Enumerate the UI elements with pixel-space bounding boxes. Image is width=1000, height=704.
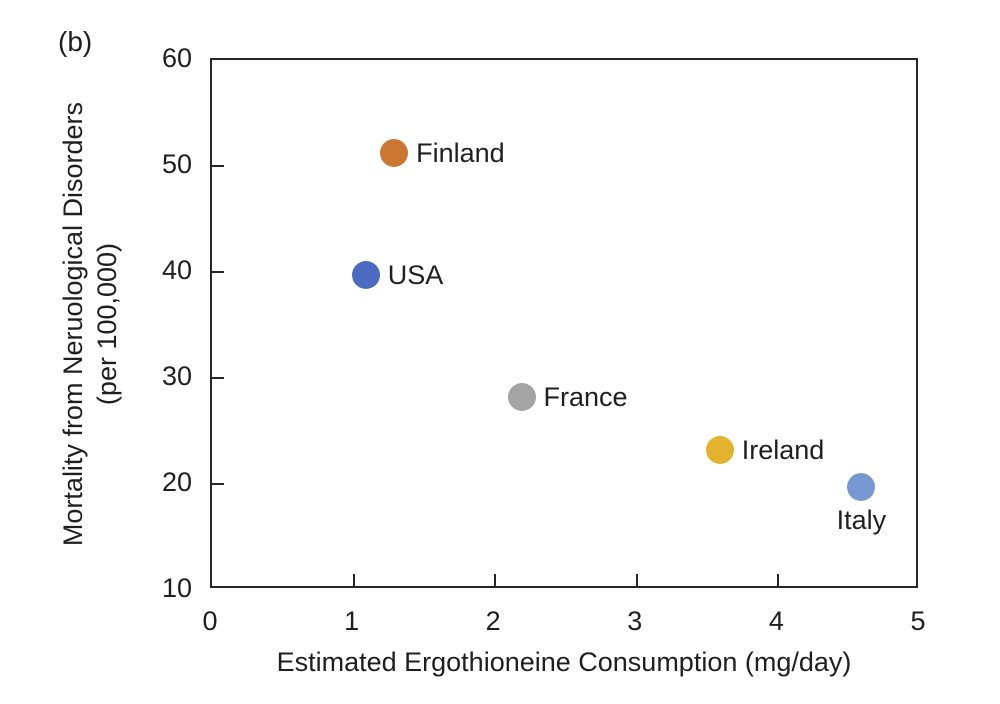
panel-label: (b) (58, 26, 93, 57)
y-axis-tick-mark (212, 165, 224, 167)
data-point-usa (351, 261, 380, 290)
x-axis-tick-label: 5 (910, 606, 926, 636)
x-axis-title: Estimated Ergothioneine Consumption (mg/… (276, 647, 852, 677)
y-axis-tick-label: 60 (161, 43, 192, 73)
data-point-label-finland: Finland (416, 138, 505, 169)
y-axis-tick-label: 30 (161, 361, 192, 391)
y-axis-tick-label: 20 (161, 467, 192, 497)
y-axis-tick-label: 10 (161, 573, 192, 603)
data-point-label-ireland: Ireland (741, 435, 825, 466)
data-point-label-usa: USA (387, 260, 444, 291)
x-axis-tick-label: 1 (344, 606, 360, 636)
x-axis-tick-label: 0 (202, 606, 218, 636)
y-axis-title: Mortality from Neruological Disorders (p… (56, 44, 124, 604)
x-axis-tick-label: 4 (768, 606, 784, 636)
x-axis-tick-mark (352, 574, 355, 586)
y-axis-tick-mark (212, 271, 224, 273)
x-axis-tick-mark (635, 574, 638, 586)
y-axis-tick-mark (212, 377, 224, 379)
x-axis-tick-label: 3 (627, 606, 643, 636)
x-axis-tick-mark (777, 574, 780, 586)
data-point-ireland (705, 436, 734, 465)
y-axis-tick-mark (212, 483, 224, 485)
data-point-france (507, 383, 536, 412)
data-point-italy (847, 473, 876, 502)
data-point-label-italy: Italy (836, 505, 887, 536)
plot-area (210, 58, 918, 588)
y-axis-title-line2: (per 100,000) (92, 242, 122, 406)
y-axis-tick-label: 50 (161, 149, 192, 179)
x-axis-tick-label: 2 (485, 606, 501, 636)
y-axis-tick-label: 40 (161, 255, 192, 285)
data-point-finland (380, 139, 409, 168)
x-axis-tick-mark (494, 574, 497, 586)
y-axis-title-line1: Mortality from Neruological Disorders (58, 101, 88, 547)
data-point-label-france: France (543, 382, 628, 413)
